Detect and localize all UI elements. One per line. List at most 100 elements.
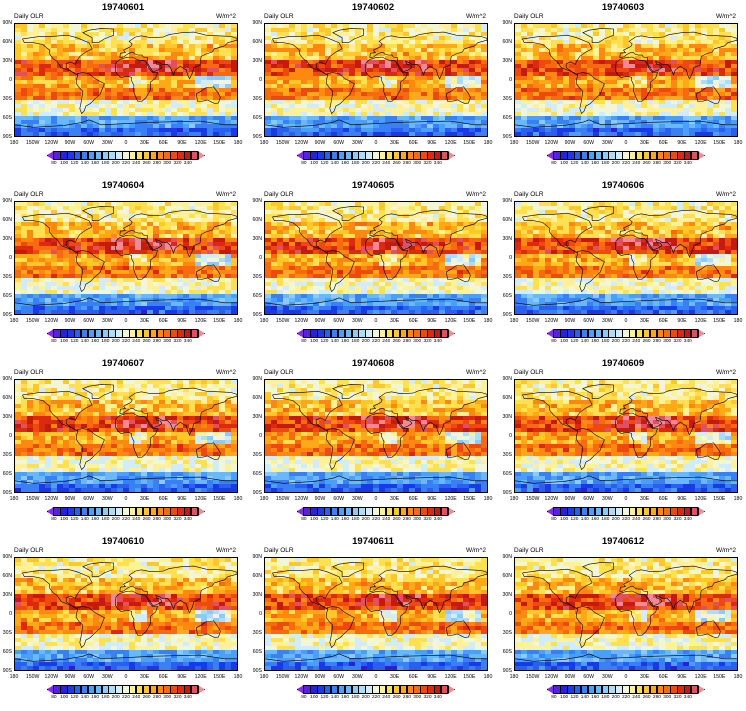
lon-tick-label: 60W: [83, 496, 94, 502]
colorbar-swatch: [392, 151, 401, 160]
colorbar-label: 280: [152, 339, 161, 344]
colorbar-label: 220: [621, 517, 631, 522]
colorbar-swatch: [553, 329, 561, 338]
colorbar-swatch: [365, 507, 373, 516]
lat-tick-label: 60S: [502, 471, 512, 477]
panel-units: W/m^2: [715, 547, 736, 554]
lat-tick-label: 0: [9, 433, 12, 439]
colorbar-swatch: [406, 151, 414, 160]
coastline: [82, 384, 114, 400]
colorbar-swatch: [379, 685, 387, 694]
coastline: [196, 86, 221, 104]
colorbar-label: 220: [121, 339, 131, 344]
coastline: [615, 412, 658, 458]
colorbar-label: 320: [173, 517, 182, 522]
lon-tick-label: 120W: [44, 674, 59, 680]
colorbar-label: 160: [91, 517, 100, 522]
colorbar-swatch: [142, 507, 151, 516]
coastline: [365, 412, 408, 458]
coastline: [522, 390, 593, 432]
colorbar-swatch: [344, 329, 352, 338]
colorbar-swatch: [67, 685, 75, 694]
lon-tick-label: 120W: [294, 140, 309, 146]
lat-tick-label: 0: [9, 255, 12, 261]
colorbar-label: 100: [560, 695, 569, 700]
colorbar: [546, 685, 706, 694]
colorbar-swatch: [440, 685, 449, 694]
lon-tick-label: 60W: [583, 674, 594, 680]
panel-date-title: 19740606: [601, 180, 645, 191]
lon-tick-label: 0: [374, 496, 378, 502]
colorbar-swatch: [94, 685, 102, 694]
colorbar-swatch: [553, 151, 561, 160]
colorbar-swatch: [608, 329, 616, 338]
lon-tick-label: 90E: [177, 674, 187, 680]
lat-tick-label: 60S: [502, 115, 512, 121]
colorbar-swatch: [413, 329, 421, 338]
colorbar-swatch: [629, 685, 637, 694]
colorbar-label: 260: [642, 161, 651, 166]
lon-tick-label: 90E: [427, 140, 437, 146]
colorbar-swatch: [392, 329, 401, 338]
colorbar-swatch: [447, 507, 456, 516]
lon-tick-label: 150E: [213, 674, 226, 680]
coastline: [696, 264, 721, 282]
colorbar-labels: 80 100 120 140 160 180 200 220 240 260 280 300 320 34…: [297, 695, 455, 703]
colorbar-label: 140: [580, 517, 589, 522]
colorbar-swatch: [296, 685, 304, 694]
colorbar-swatch: [197, 151, 206, 160]
olr-field: [515, 24, 737, 136]
colorbar: [46, 329, 206, 338]
colorbar-swatch: [372, 685, 380, 694]
coastline: [619, 565, 737, 614]
colorbar-label: 80: [551, 339, 557, 344]
coastline: [369, 209, 487, 258]
colorbar-swatch: [170, 507, 178, 516]
panel-units: W/m^2: [215, 191, 236, 198]
colorbar-label: 220: [371, 339, 381, 344]
colorbar-label: 300: [163, 339, 172, 344]
colorbar-swatch: [399, 685, 407, 694]
lon-tick-label: 30W: [101, 140, 113, 146]
lon-tick-label: 60W: [583, 318, 594, 324]
colorbar-label: 120: [70, 339, 79, 344]
olr-map-panel: 19740609 Daily OLR W/m^2 90N 60N 30N 0 30S 60S 90…: [500, 356, 746, 531]
colorbar-label: 200: [611, 161, 620, 166]
colorbar: [296, 685, 456, 694]
colorbar-swatch: [149, 685, 157, 694]
lon-tick-label: 90W: [64, 496, 76, 502]
colorbar-swatch: [406, 329, 414, 338]
lon-tick-label: 60E: [158, 496, 168, 502]
colorbar-label: 320: [673, 517, 682, 522]
colorbar-swatch: [663, 507, 671, 516]
lon-tick-label: 30W: [601, 318, 613, 324]
colorbar-swatch: [615, 151, 623, 160]
lon-tick-label: 0: [124, 674, 128, 680]
colorbar-swatch: [440, 151, 449, 160]
colorbar-label: 200: [361, 339, 370, 344]
colorbar-label: 100: [560, 517, 569, 522]
olr-field: [15, 558, 237, 670]
lat-tick-label: 60N: [252, 395, 262, 401]
colorbar-label: 160: [91, 161, 100, 166]
lat-tick-label: 60N: [252, 217, 262, 223]
panel-date-title: 19740607: [101, 358, 145, 369]
lon-tick-label: 150W: [525, 140, 540, 146]
lon-tick-label: 180: [509, 140, 519, 146]
coastline: [265, 297, 487, 306]
lat-tick-label: 0: [9, 77, 12, 83]
colorbar-label: 340: [683, 339, 692, 344]
colorbar-swatch: [580, 329, 589, 338]
panel-left-title: Daily OLR: [264, 13, 294, 20]
colorbar-swatch: [635, 685, 644, 694]
colorbar-swatch: [330, 507, 339, 516]
colorbar-label: 80: [301, 695, 307, 700]
colorbar-label: 200: [111, 161, 120, 166]
colorbar-label: 200: [361, 517, 370, 522]
coastline: [325, 606, 355, 649]
colorbar-swatch: [296, 329, 304, 338]
colorbar-swatch: [351, 685, 359, 694]
coastline: [582, 562, 614, 578]
colorbar-label: 300: [663, 695, 672, 700]
colorbar-swatch: [365, 329, 373, 338]
